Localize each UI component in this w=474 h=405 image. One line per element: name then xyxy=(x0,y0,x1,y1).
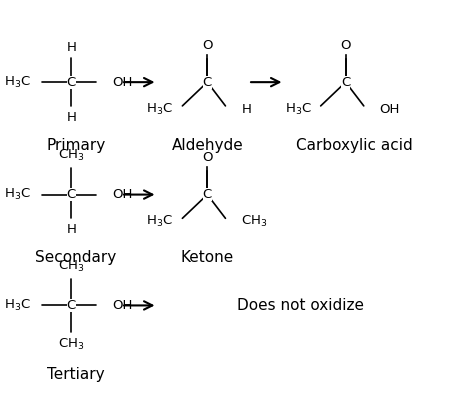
Text: OH: OH xyxy=(112,188,132,201)
Text: Does not oxidize: Does not oxidize xyxy=(237,298,364,313)
Text: Secondary: Secondary xyxy=(35,250,117,265)
Text: H$_3$C: H$_3$C xyxy=(146,214,173,229)
Text: OH: OH xyxy=(112,299,132,312)
Text: C: C xyxy=(203,76,212,89)
Text: C: C xyxy=(67,76,76,89)
Text: Carboxylic acid: Carboxylic acid xyxy=(296,138,413,153)
Text: H$_3$C: H$_3$C xyxy=(285,102,311,117)
Text: H: H xyxy=(66,111,76,124)
Text: H: H xyxy=(66,223,76,236)
Text: OH: OH xyxy=(380,102,400,115)
Text: H: H xyxy=(66,40,76,53)
Text: Tertiary: Tertiary xyxy=(47,367,105,382)
Text: CH$_3$: CH$_3$ xyxy=(58,259,84,274)
Text: H$_3$C: H$_3$C xyxy=(3,298,30,313)
Text: H$_3$C: H$_3$C xyxy=(3,187,30,202)
Text: O: O xyxy=(202,151,212,164)
Text: CH$_3$: CH$_3$ xyxy=(241,214,268,229)
Text: CH$_3$: CH$_3$ xyxy=(58,337,84,352)
Text: OH: OH xyxy=(112,76,132,89)
Text: C: C xyxy=(341,76,350,89)
Text: C: C xyxy=(67,299,76,312)
Text: Ketone: Ketone xyxy=(181,250,234,265)
Text: Primary: Primary xyxy=(46,138,105,153)
Text: H$_3$C: H$_3$C xyxy=(146,102,173,117)
Text: H$_3$C: H$_3$C xyxy=(3,75,30,90)
Text: C: C xyxy=(67,188,76,201)
Text: CH$_3$: CH$_3$ xyxy=(58,148,84,163)
Text: O: O xyxy=(340,39,351,52)
Text: O: O xyxy=(202,39,212,52)
Text: Aldehyde: Aldehyde xyxy=(172,138,243,153)
Text: C: C xyxy=(203,188,212,201)
Text: H: H xyxy=(241,102,251,115)
